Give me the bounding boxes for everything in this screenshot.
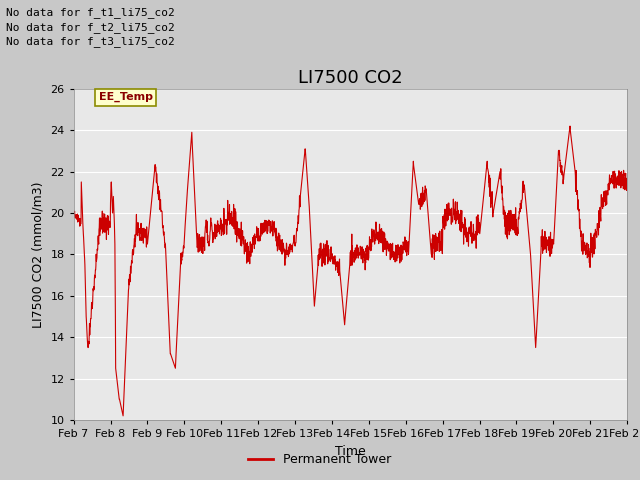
Text: No data for f_t2_li75_co2: No data for f_t2_li75_co2 [6, 22, 175, 33]
Text: No data for f_t1_li75_co2: No data for f_t1_li75_co2 [6, 7, 175, 18]
Text: No data for f_t3_li75_co2: No data for f_t3_li75_co2 [6, 36, 175, 47]
X-axis label: Time: Time [335, 444, 366, 457]
Text: EE_Temp: EE_Temp [99, 92, 152, 102]
Legend: Permanent Tower: Permanent Tower [243, 448, 397, 471]
Y-axis label: LI7500 CO2 (mmol/m3): LI7500 CO2 (mmol/m3) [32, 181, 45, 328]
Title: LI7500 CO2: LI7500 CO2 [298, 69, 403, 87]
